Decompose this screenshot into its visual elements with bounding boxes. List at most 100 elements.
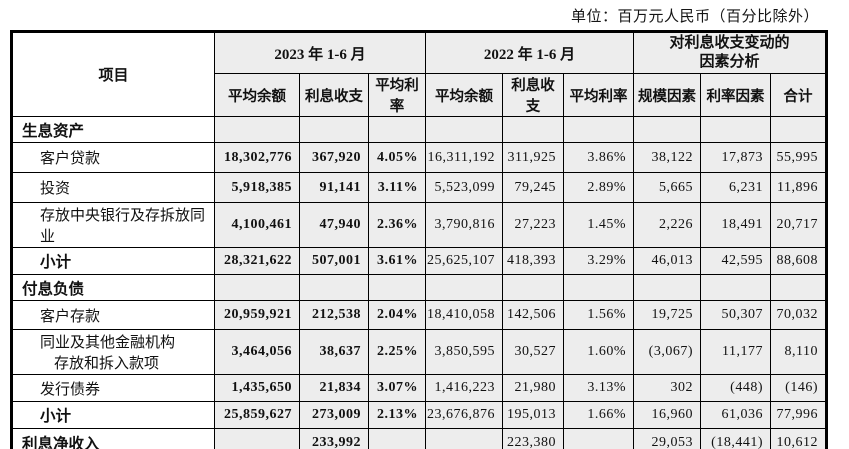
data-cell: 212,538 xyxy=(299,300,369,330)
data-cell: 38,637 xyxy=(299,329,369,375)
column-header-rate-factor: 利率因素 xyxy=(700,73,771,117)
data-cell xyxy=(700,116,771,143)
row-label: 小计 xyxy=(11,401,215,429)
table-row-interest-bearing-liabilities: 付息负债 xyxy=(11,274,827,301)
data-cell: 6,231 xyxy=(700,172,771,203)
data-cell: 55,995 xyxy=(770,142,827,173)
data-cell: 311,925 xyxy=(502,142,564,173)
data-cell: 79,245 xyxy=(502,172,564,203)
data-cell: 3,850,595 xyxy=(425,329,503,375)
data-cell: 47,940 xyxy=(299,202,369,248)
unit-note: 单位：百万元人民币（百分比除外） xyxy=(570,9,819,25)
row-label: 投资 xyxy=(11,172,215,203)
data-cell: (448) xyxy=(700,374,771,402)
row-label: 同业及其他金融机构 存放和拆入款项 xyxy=(11,329,215,375)
data-cell: 367,920 xyxy=(299,142,369,173)
row-label: 客户贷款 xyxy=(11,142,215,173)
data-cell xyxy=(770,274,827,301)
data-cell: 25,859,627 xyxy=(214,401,300,429)
table-row-deposits-with-central-bank-and-interbank: 存放中央银行及存拆放同业 4,100,461 47,940 2.36% 3,79… xyxy=(11,202,827,248)
table-row-subtotal-assets: 小计 28,321,622 507,001 3.61% 25,625,107 4… xyxy=(11,247,827,275)
table-row-customer-deposits: 客户存款 20,959,921 212,538 2.04% 18,410,058… xyxy=(11,300,827,330)
table-row-investments: 投资 5,918,385 91,141 3.11% 5,523,099 79,2… xyxy=(11,172,827,203)
column-group-2023: 2023 年 1-6 月 xyxy=(214,31,426,74)
data-cell xyxy=(368,116,426,143)
row-label: 付息负债 xyxy=(11,274,215,301)
interest-analysis-table: 项目 2023 年 1-6 月 2022 年 1-6 月 对利息收支变动的 因素… xyxy=(10,30,828,449)
data-cell xyxy=(563,116,634,143)
data-cell: 18,302,776 xyxy=(214,142,300,173)
data-cell: 30,527 xyxy=(502,329,564,375)
column-group-2022: 2022 年 1-6 月 xyxy=(425,31,634,74)
data-cell: 91,141 xyxy=(299,172,369,203)
data-cell: 23,676,876 xyxy=(425,401,503,429)
data-cell: 3.13% xyxy=(563,374,634,402)
data-cell: 11,177 xyxy=(700,329,771,375)
data-cell: 3.11% xyxy=(368,172,426,203)
data-cell xyxy=(633,116,701,143)
data-cell xyxy=(368,274,426,301)
data-cell: (18,441) xyxy=(700,428,771,449)
data-cell: 5,523,099 xyxy=(425,172,503,203)
column-header-scale-factor: 规模因素 xyxy=(633,73,701,117)
data-cell: 223,380 xyxy=(502,428,564,449)
data-cell: 2,226 xyxy=(633,202,701,248)
table-row-customer-loans: 客户贷款 18,302,776 367,920 4.05% 16,311,192… xyxy=(11,142,827,173)
data-cell: 233,992 xyxy=(299,428,369,449)
column-header-total: 合计 xyxy=(770,73,827,117)
data-cell: 27,223 xyxy=(502,202,564,248)
table-row-net-interest-income: 利息净收入 233,992 223,380 29,053 (18,441) 10… xyxy=(11,428,827,449)
data-cell xyxy=(425,428,503,449)
column-header-interest-2023: 利息收支 xyxy=(299,73,369,117)
data-cell: 42,595 xyxy=(700,247,771,275)
data-cell xyxy=(633,274,701,301)
data-cell xyxy=(214,274,300,301)
data-cell xyxy=(425,116,503,143)
data-cell xyxy=(700,274,771,301)
data-cell: 195,013 xyxy=(502,401,564,429)
data-cell: 273,009 xyxy=(299,401,369,429)
data-cell: 25,625,107 xyxy=(425,247,503,275)
table-row-interbank-and-other-fi-deposits: 同业及其他金融机构 存放和拆入款项 3,464,056 38,637 2.25%… xyxy=(11,329,827,375)
data-cell: 2.25% xyxy=(368,329,426,375)
data-cell: 3,464,056 xyxy=(214,329,300,375)
data-cell xyxy=(299,116,369,143)
data-cell: 2.04% xyxy=(368,300,426,330)
row-label: 生息资产 xyxy=(11,116,215,143)
data-cell: 61,036 xyxy=(700,401,771,429)
data-cell: 8,110 xyxy=(770,329,827,375)
data-cell: 46,013 xyxy=(633,247,701,275)
data-cell: 77,996 xyxy=(770,401,827,429)
data-cell: 28,321,622 xyxy=(214,247,300,275)
data-cell: 19,725 xyxy=(633,300,701,330)
row-label: 存放中央银行及存拆放同业 xyxy=(11,202,215,248)
row-label: 小计 xyxy=(11,247,215,275)
row-label-line2: 存放和拆入款项 xyxy=(54,356,160,372)
row-label: 发行债券 xyxy=(11,374,215,402)
row-label-line1: 同业及其他金融机构 xyxy=(40,335,176,351)
data-cell xyxy=(770,116,827,143)
column-header-avg-balance-2022: 平均余额 xyxy=(425,73,503,117)
data-cell: 2.13% xyxy=(368,401,426,429)
header-sub-row: 平均余额 利息收支 平均利率 平均余额 利息收支 平均利率 规模因素 利率因素 … xyxy=(12,73,827,117)
data-cell: 3.86% xyxy=(563,142,634,173)
data-cell xyxy=(214,428,300,449)
data-cell: 418,393 xyxy=(502,247,564,275)
data-cell: 1.45% xyxy=(563,202,634,248)
data-cell: 88,608 xyxy=(770,247,827,275)
data-cell: 1.56% xyxy=(563,300,634,330)
data-cell: 4,100,461 xyxy=(214,202,300,248)
data-cell: 1.66% xyxy=(563,401,634,429)
data-cell xyxy=(214,116,300,143)
table-row-bonds-issued: 发行债券 1,435,650 21,834 3.07% 1,416,223 21… xyxy=(11,374,827,402)
data-cell: 18,410,058 xyxy=(425,300,503,330)
data-cell xyxy=(299,274,369,301)
data-cell: 1,416,223 xyxy=(425,374,503,402)
row-label: 客户存款 xyxy=(11,300,215,330)
data-cell xyxy=(563,428,634,449)
data-cell: 20,959,921 xyxy=(214,300,300,330)
data-cell xyxy=(502,116,564,143)
column-group-factor-analysis: 对利息收支变动的 因素分析 xyxy=(633,31,827,74)
header-group-row: 项目 2023 年 1-6 月 2022 年 1-6 月 对利息收支变动的 因素… xyxy=(11,31,827,117)
row-label: 利息净收入 xyxy=(11,428,215,449)
